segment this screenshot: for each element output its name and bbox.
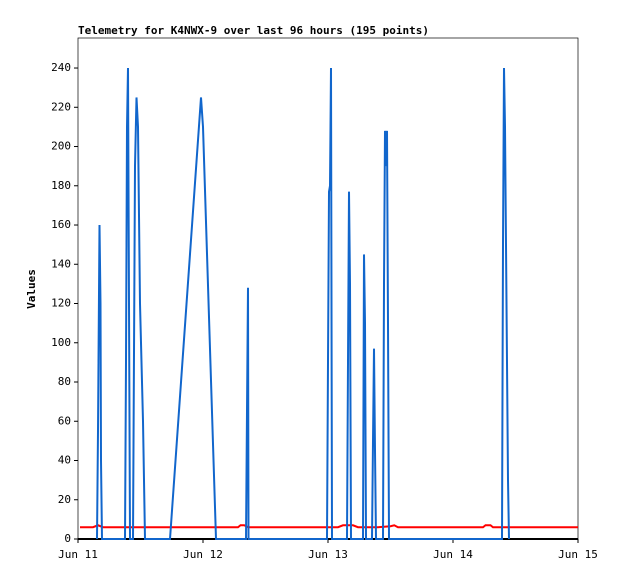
x-tick-label: Jun 14 xyxy=(433,548,473,561)
y-tick-label: 180 xyxy=(51,179,71,192)
series-line xyxy=(96,68,510,540)
x-tick-label: Jun 13 xyxy=(308,548,348,561)
chart-title: Telemetry for K4NWX-9 over last 96 hours… xyxy=(78,24,429,37)
x-tick-label: Jun 11 xyxy=(58,548,98,561)
y-tick-label: 240 xyxy=(51,61,71,74)
y-tick-label: 160 xyxy=(51,218,71,231)
y-tick-label: 140 xyxy=(51,257,71,270)
y-axis-label: Values xyxy=(25,269,38,309)
x-tick-label: Jun 12 xyxy=(183,548,223,561)
y-tick-label: 200 xyxy=(51,140,71,153)
y-tick-label: 40 xyxy=(58,454,71,467)
y-tick-label: 0 xyxy=(64,532,71,545)
y-tick-label: 120 xyxy=(51,297,71,310)
y-tick-label: 220 xyxy=(51,100,71,113)
x-tick-label: Jun 15 xyxy=(558,548,598,561)
y-tick-label: 20 xyxy=(58,493,71,506)
y-tick-label: 80 xyxy=(58,375,71,388)
y-tick-label: 100 xyxy=(51,336,71,349)
y-tick-label: 60 xyxy=(58,414,71,427)
